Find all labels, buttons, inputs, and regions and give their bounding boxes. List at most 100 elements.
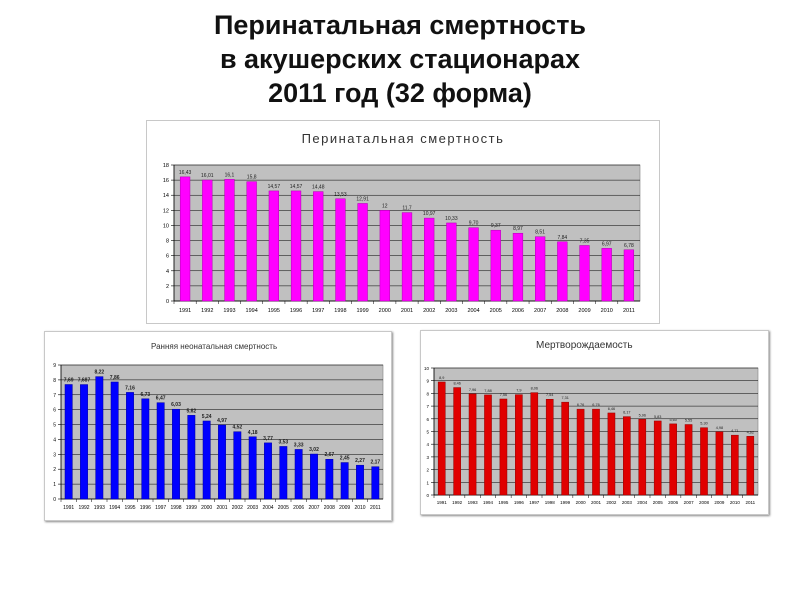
bar-1991 <box>179 176 191 302</box>
data-label-1998: 7,54 <box>546 393 553 397</box>
bar-2006 <box>669 423 677 496</box>
data-label-1999: 7,31 <box>561 396 568 400</box>
y-tick-label: 10 <box>163 223 169 229</box>
bar-2007 <box>535 236 546 302</box>
stillbirth-rate-chart: Мертворождаемость 0 1 2 3 4 5 6 7 8 9 10 8,9 1991 8,46… <box>420 330 769 515</box>
bar-2000 <box>379 210 390 302</box>
x-tick-label-2010: 2010 <box>730 500 741 505</box>
data-label-1992: 16,01 <box>201 173 214 179</box>
y-tick-label: 1 <box>53 482 56 488</box>
x-tick-label-2008: 2008 <box>556 308 568 314</box>
x-tick-label-1999: 1999 <box>560 500 571 505</box>
bar-1998 <box>172 408 180 500</box>
data-label-2009: 2,45 <box>340 456 350 462</box>
bar-2009 <box>579 245 590 302</box>
slide-title-line-2: в акушерских стационарах <box>219 44 581 74</box>
bar-2004 <box>264 442 272 500</box>
bar-2001 <box>401 212 413 302</box>
x-tick-label-2000: 2000 <box>201 505 212 511</box>
x-tick-label-1996: 1996 <box>514 500 525 505</box>
y-tick-label: 0 <box>426 493 429 498</box>
data-label-2006: 3,33 <box>294 442 304 448</box>
x-tick-label-1998: 1998 <box>170 505 181 511</box>
bar-2001 <box>592 408 600 496</box>
x-tick-label-1997: 1997 <box>312 308 324 314</box>
bar-2005 <box>279 446 288 500</box>
data-label-2011: 2,17 <box>370 460 380 466</box>
data-label-1994: 7,86 <box>110 375 120 381</box>
data-label-1995: 14,57 <box>268 184 281 190</box>
data-label-1996: 6,73 <box>140 392 150 398</box>
data-label-2007: 3,02 <box>309 447 319 453</box>
x-tick-label-1999: 1999 <box>356 308 368 314</box>
bar-2006 <box>294 449 303 500</box>
x-tick-label-2008: 2008 <box>324 505 335 511</box>
bar-1995 <box>268 190 279 302</box>
data-label-1992: 7,687 <box>78 378 91 384</box>
x-tick-label-2005: 2005 <box>653 500 664 505</box>
data-label-1991: 7,69 <box>64 378 74 384</box>
data-label-2011: 4,62 <box>747 430 754 434</box>
y-tick-label: 4 <box>166 269 169 275</box>
bar-1997 <box>313 191 324 302</box>
x-tick-label-2008: 2008 <box>699 500 710 505</box>
x-tick-label-1991: 1991 <box>63 505 74 511</box>
data-label-1995: 7,16 <box>125 385 135 391</box>
perinatal-mortality-svg: Перинатальная смертность 0 2 4 6 8 10 12 14 16 18 1… <box>147 121 659 323</box>
y-tick-label: 18 <box>163 163 169 169</box>
data-label-2004: 9,70 <box>469 221 479 227</box>
x-tick-label-2006: 2006 <box>293 505 304 511</box>
x-tick-label-1993: 1993 <box>94 505 105 511</box>
data-label-2001: 6,76 <box>592 403 599 407</box>
bar-1995 <box>126 392 134 500</box>
y-tick-label: 14 <box>163 193 169 199</box>
y-tick-label: 7 <box>426 404 429 409</box>
stillbirth-rate-svg: Мертворождаемость 0 1 2 3 4 5 6 7 8 9 10 8,9 1991 8,46… <box>421 331 768 514</box>
x-tick-label-1997: 1997 <box>529 500 540 505</box>
chart-title: Мертворождаемость <box>536 340 633 351</box>
y-tick-label: 9 <box>426 379 429 384</box>
data-label-1994: 15,8 <box>247 175 257 181</box>
x-tick-label-1994: 1994 <box>483 500 494 505</box>
data-label-2002: 6,46 <box>608 407 615 411</box>
x-tick-label-2001: 2001 <box>216 505 227 511</box>
bar-1999 <box>561 401 569 496</box>
data-label-1995: 7,56 <box>500 393 507 397</box>
data-label-2009: 7,35 <box>580 238 590 244</box>
data-label-2004: 3,77 <box>263 436 273 442</box>
early-neonatal-mortality-svg: Ранняя неонатальная смертность 0 1 2 3 4 5 6 7 8 9… <box>45 332 391 520</box>
x-tick-label-2002: 2002 <box>606 500 617 505</box>
x-tick-label-1992: 1992 <box>452 500 463 505</box>
data-label-1991: 16,43 <box>179 170 192 176</box>
bar-2008 <box>557 241 568 302</box>
x-tick-label-2005: 2005 <box>278 505 289 511</box>
bar-2003 <box>248 436 257 500</box>
data-label-2004: 5,96 <box>639 413 646 417</box>
bar-2009 <box>340 462 349 500</box>
x-tick-label-2007: 2007 <box>684 500 695 505</box>
x-tick-label-2001: 2001 <box>591 500 602 505</box>
data-label-1998: 13,53 <box>334 192 347 198</box>
bar-2004 <box>638 419 647 496</box>
bar-2010 <box>731 434 739 496</box>
perinatal-mortality-chart: Перинатальная смертность 0 2 4 6 8 10 12 14 16 18 1… <box>146 120 660 324</box>
bar-2011 <box>371 466 380 500</box>
x-tick-label-1991: 1991 <box>179 308 191 314</box>
x-tick-label-2011: 2011 <box>370 505 381 511</box>
data-label-2003: 6,17 <box>623 411 630 415</box>
x-tick-label-2011: 2011 <box>623 308 635 314</box>
data-label-1996: 14,57 <box>290 184 303 190</box>
x-tick-label-2002: 2002 <box>423 308 435 314</box>
data-label-1999: 5,62 <box>186 408 196 414</box>
data-label-2001: 4,97 <box>217 418 227 424</box>
y-tick-label: 0 <box>53 497 56 503</box>
x-tick-label-2009: 2009 <box>578 308 590 314</box>
data-label-2005: 9,37 <box>491 223 501 229</box>
x-tick-label-1992: 1992 <box>78 505 89 511</box>
x-tick-label-2000: 2000 <box>576 500 587 505</box>
y-tick-label: 0 <box>166 299 169 305</box>
x-tick-label-2000: 2000 <box>379 308 391 314</box>
bar-2002 <box>607 412 616 496</box>
bar-2003 <box>623 416 631 496</box>
y-tick-label: 2 <box>166 284 169 290</box>
